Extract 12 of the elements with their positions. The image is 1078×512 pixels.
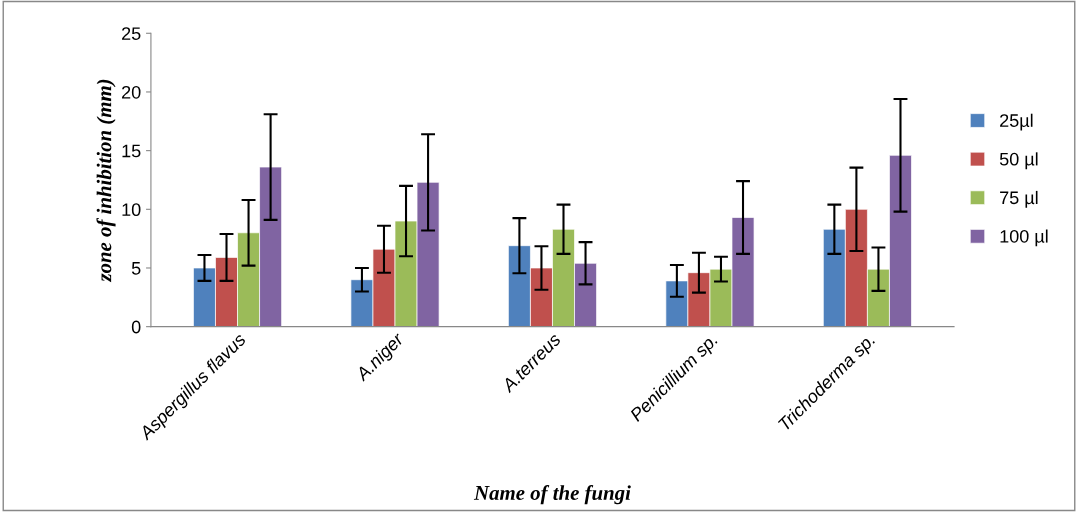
y-tick-label: 0 — [131, 320, 141, 334]
legend-label: 50 µl — [999, 152, 1038, 170]
x-axis-title: Name of the fungi — [473, 485, 631, 505]
legend-label: 25µl — [1000, 113, 1033, 131]
y-tick-label: 5 — [131, 262, 141, 275]
y-tick-label: 10 — [122, 203, 141, 217]
y-tick-label: 20 — [122, 85, 141, 99]
legend-label: 75 µl — [1000, 190, 1038, 208]
y-tick-label: 25 — [122, 27, 141, 40]
y-axis-title: zone of inhibition (mm) — [96, 79, 116, 283]
legend-label: 100 µl — [1000, 229, 1048, 247]
y-tick-label: 15 — [122, 144, 141, 158]
